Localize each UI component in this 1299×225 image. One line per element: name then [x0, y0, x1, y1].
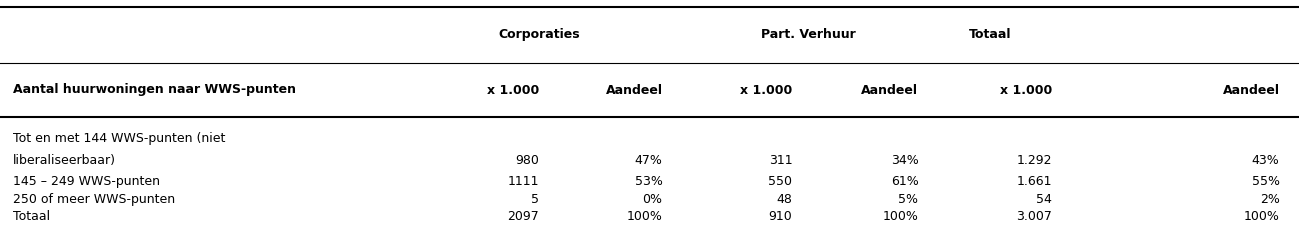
Text: Aandeel: Aandeel: [1222, 83, 1280, 97]
Text: 61%: 61%: [891, 175, 918, 188]
Text: 250 of meer WWS-punten: 250 of meer WWS-punten: [13, 193, 175, 206]
Text: Aandeel: Aandeel: [605, 83, 662, 97]
Text: Tot en met 144 WWS-punten (niet: Tot en met 144 WWS-punten (niet: [13, 132, 225, 145]
Text: 5%: 5%: [899, 193, 918, 206]
Text: 53%: 53%: [635, 175, 662, 188]
Text: 910: 910: [769, 210, 792, 223]
Text: 1111: 1111: [508, 175, 539, 188]
Text: 1.661: 1.661: [1017, 175, 1052, 188]
Text: 100%: 100%: [1243, 210, 1280, 223]
Text: Aandeel: Aandeel: [861, 83, 918, 97]
Text: liberaliseerbaar): liberaliseerbaar): [13, 154, 116, 167]
Text: 2%: 2%: [1260, 193, 1280, 206]
Text: Corporaties: Corporaties: [499, 28, 579, 41]
Text: 550: 550: [769, 175, 792, 188]
Text: 311: 311: [769, 154, 792, 167]
Text: 0%: 0%: [643, 193, 662, 206]
Text: 145 – 249 WWS-punten: 145 – 249 WWS-punten: [13, 175, 160, 188]
Text: 54: 54: [1037, 193, 1052, 206]
Text: 100%: 100%: [626, 210, 662, 223]
Text: 34%: 34%: [891, 154, 918, 167]
Text: 47%: 47%: [635, 154, 662, 167]
Text: x 1.000: x 1.000: [740, 83, 792, 97]
Text: 100%: 100%: [882, 210, 918, 223]
Text: Aantal huurwoningen naar WWS-punten: Aantal huurwoningen naar WWS-punten: [13, 83, 296, 97]
Text: 2097: 2097: [508, 210, 539, 223]
Text: x 1.000: x 1.000: [487, 83, 539, 97]
Text: 1.292: 1.292: [1017, 154, 1052, 167]
Text: 48: 48: [777, 193, 792, 206]
Text: 980: 980: [516, 154, 539, 167]
Text: x 1.000: x 1.000: [1000, 83, 1052, 97]
Text: 43%: 43%: [1252, 154, 1280, 167]
Text: 55%: 55%: [1251, 175, 1280, 188]
Text: Totaal: Totaal: [13, 210, 51, 223]
Text: Part. Verhuur: Part. Verhuur: [761, 28, 855, 41]
Text: Totaal: Totaal: [969, 28, 1011, 41]
Text: 3.007: 3.007: [1016, 210, 1052, 223]
Text: 5: 5: [531, 193, 539, 206]
